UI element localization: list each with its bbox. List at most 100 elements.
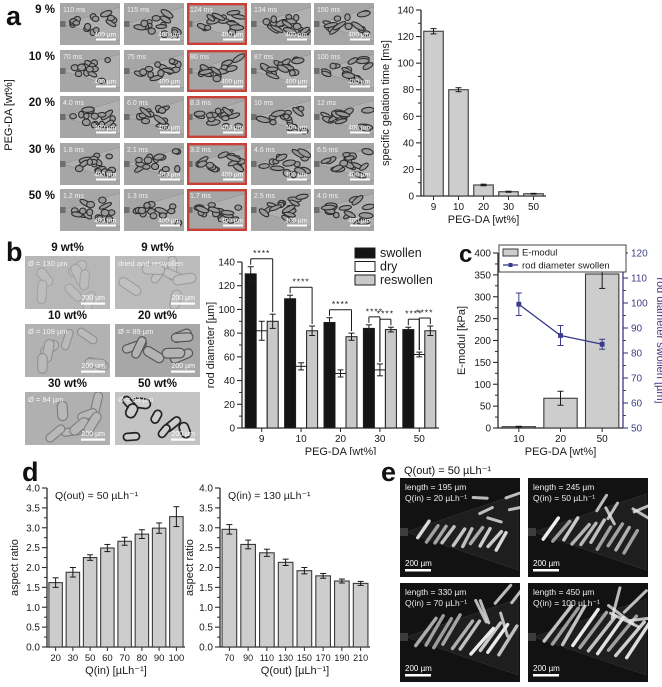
y-tick-label: 20	[403, 165, 415, 176]
diameter-label: Ø = 130 µm	[28, 259, 68, 268]
y-tick-label: 2.0	[26, 563, 40, 574]
time-label: 110 ms	[63, 7, 86, 14]
left-y-axis-label: E-modul [kPa]	[456, 306, 468, 375]
diameter-label: Ø = 109 µm	[28, 327, 68, 336]
scale-bar-label: 400 µm	[348, 171, 370, 178]
scale-bar-label: 400 µm	[285, 171, 307, 178]
x-tick-label: 90	[243, 653, 253, 663]
micrograph-a-row2-col1: 6.0 ms 400 µm	[123, 96, 184, 139]
diameter-label: Ø = 89 µm	[118, 327, 153, 336]
scale-bar-label: 400 µm	[94, 218, 116, 225]
panel-e-item-2: length = 330 µm Q(in) = 70 µLh⁻¹ 200 µm	[400, 582, 528, 687]
aspect-ratio-qin-chart: 0.0 0.5 1.0 1.5 2.0 2.5 3.0 3.5 4.0 20 30 50 60 70 80 9…	[9, 484, 185, 677]
y-tick-label: 1.0	[26, 603, 40, 614]
y-tick-label: 60	[403, 112, 415, 123]
y-tick-label: 50	[631, 424, 643, 435]
panel-a-row-label: 9 %	[35, 4, 55, 16]
panel-b-item-0: 9 wt% Ø = 130 µm 200 µm	[25, 242, 110, 314]
y-axis-label: aspect ratio	[9, 539, 21, 596]
time-label: 12 ms	[317, 100, 337, 107]
micrograph-title: 10 wt%	[48, 310, 87, 322]
x-tick-label: 9	[259, 434, 265, 445]
y-tick-label: 0.0	[199, 643, 213, 654]
scale-bar-label: 400 µm	[285, 32, 307, 39]
y-tick-label: 2.5	[26, 543, 40, 554]
x-tick-label: 100	[168, 653, 184, 664]
y-axis-label: rod diameter [µm]	[205, 302, 217, 388]
micrograph-a-row3-col1: 2.1 ms 400 µm	[123, 142, 184, 185]
micrograph-b-5: Ø = 83 µm 200 µm	[115, 392, 200, 445]
y-tick-label: 4.0	[26, 484, 40, 495]
emodul-chart: 0 50 100 150 200 250 300 350 400 50 60 70 80 90 100 110…	[456, 244, 662, 458]
micrograph-a-row0-col2: 124 ms 400 µm	[187, 3, 247, 45]
x-tick-label: 10	[453, 202, 465, 213]
micrograph-a-row3-col2: 3.2 ms 400 µm	[187, 142, 247, 185]
x-tick-label: 70	[119, 653, 130, 664]
time-label: 100 ms	[317, 54, 340, 61]
micrograph-e-0: length = 195 µmQ(in) = 20 µLh⁻¹ 200 µm	[400, 478, 525, 577]
time-label: 87 ms	[254, 54, 274, 61]
time-label: 75 ms	[127, 54, 147, 61]
x-tick-label: 150	[297, 653, 312, 663]
micrograph-b-3: Ø = 89 µm 200 µm	[115, 324, 200, 377]
legend-label: swollen	[380, 246, 422, 260]
y-tick-label: 3.0	[26, 523, 40, 534]
scale-bar-label: 400 µm	[221, 125, 243, 132]
micrograph-a-row2-col3: 10 ms 400 µm	[250, 96, 311, 139]
y-tick-label: 80	[403, 85, 415, 96]
panel-b-item-1: 9 wt% dried and reswollen 200 µm	[115, 242, 200, 314]
micrograph-b-1: dried and reswollen 200 µm	[115, 255, 200, 310]
significance-label: ****	[366, 306, 383, 316]
scale-bar-label: 400 µm	[158, 125, 180, 132]
micrograph-a-row4-col2: 1.7 ms 400 µm	[187, 189, 247, 232]
x-axis-label: Q(in) [µLh⁻¹]	[85, 665, 147, 677]
scale-bar-label: 200 µm	[533, 664, 560, 673]
micrograph-a-row2-col0: 4.0 ms 400 µm	[60, 96, 120, 139]
x-tick-label: 30	[503, 202, 515, 213]
scale-bar-label: 200 µm	[405, 664, 432, 673]
scale-bar-label: 400 µm	[285, 125, 307, 132]
micrograph-a-row1-col3: 87 ms 400 µm	[250, 49, 311, 92]
y-tick-label: 50	[480, 402, 492, 413]
chart-annotation: Q(out) = 50 µLh⁻¹	[55, 490, 139, 502]
time-label: 1.8 ms	[63, 147, 85, 154]
micrograph-a-row0-col3: 134 ms 400 µm	[250, 3, 311, 45]
x-tick-label: 10	[513, 434, 525, 445]
x-tick-label: 30	[68, 653, 79, 664]
y-tick-label: 140	[397, 6, 414, 17]
flowrate-label: Q(in) = 70 µLh⁻¹	[405, 598, 467, 608]
micrograph-title: 20 wt%	[138, 310, 177, 322]
panel-e-label: e	[381, 457, 397, 487]
time-label: 4.6 ms	[254, 147, 276, 154]
micrograph-title: 9 wt%	[141, 242, 174, 254]
panel-a-label: a	[6, 1, 22, 31]
diameter-label: dried and reswollen	[118, 259, 183, 268]
scale-bar-label: 400 µm	[158, 218, 180, 225]
scale-bar-label: 200 µm	[82, 431, 106, 438]
panel-a-row-label: 30 %	[28, 143, 55, 156]
time-label: 10 ms	[254, 100, 274, 107]
diameter-label: Ø = 84 µm	[28, 395, 63, 404]
y-tick-label: 90	[631, 324, 643, 335]
y-tick-label: 140	[218, 258, 235, 269]
micrograph-e-1: length = 245 µmQ(in) = 50 µLh⁻¹ 200 µm	[528, 478, 653, 577]
micrograph-a-row0-col1: 115 ms 400 µm	[123, 3, 184, 45]
micrograph-a-row4-col3: 2.5 ms 400 µm	[250, 189, 311, 232]
y-tick-label: 200	[474, 336, 491, 347]
micrograph-b-2: Ø = 109 µm 200 µm	[25, 324, 110, 377]
y-tick-label: 40	[403, 138, 415, 149]
y-axis-label: specific gelation time [ms]	[380, 40, 392, 166]
y-tick-label: 60	[631, 399, 643, 410]
length-label: length = 245 µm	[533, 482, 594, 492]
flowrate-label: Q(in) = 20 µLh⁻¹	[405, 493, 467, 503]
y-tick-label: 1.5	[199, 583, 213, 594]
y-tick-label: 0.5	[199, 623, 213, 634]
diameter-label: Ø = 83 µm	[118, 395, 153, 404]
micrograph-a-row1-col1: 75 ms 400 µm	[123, 49, 184, 92]
x-tick-label: 50	[85, 653, 96, 664]
x-tick-label: 170	[316, 653, 331, 663]
legend-label: E-modul	[522, 248, 557, 259]
y-tick-label: 150	[474, 358, 491, 369]
micrograph-a-row2-col4: 12 ms 400 µm	[314, 96, 374, 139]
significance-label: ****	[416, 308, 433, 318]
